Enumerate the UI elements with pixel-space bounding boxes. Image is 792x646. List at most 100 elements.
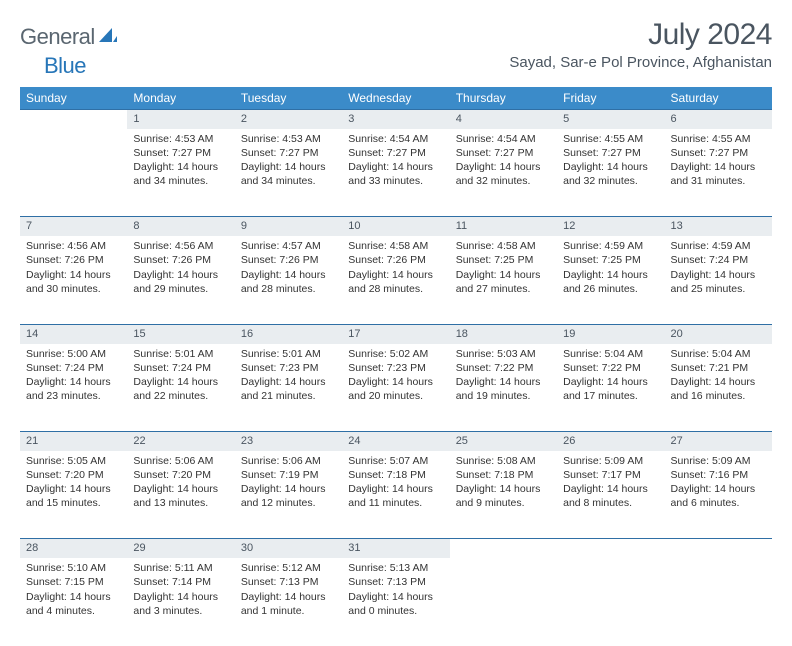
day-cell: Sunrise: 4:55 AMSunset: 7:27 PMDaylight:…	[665, 129, 772, 217]
day-number: 2	[235, 110, 342, 129]
daylight-line: Daylight: 14 hours and 27 minutes.	[456, 268, 551, 296]
sunrise-line: Sunrise: 5:11 AM	[133, 561, 228, 575]
day-number: 24	[342, 432, 449, 451]
day-cell: Sunrise: 4:58 AMSunset: 7:25 PMDaylight:…	[450, 236, 557, 324]
day-cell: Sunrise: 4:53 AMSunset: 7:27 PMDaylight:…	[127, 129, 234, 217]
day-number: 14	[20, 324, 127, 343]
sunrise-line: Sunrise: 4:53 AM	[241, 132, 336, 146]
day-number: 27	[665, 432, 772, 451]
day-number: 5	[557, 110, 664, 129]
sunrise-line: Sunrise: 4:54 AM	[456, 132, 551, 146]
day-number: 11	[450, 217, 557, 236]
sunrise-line: Sunrise: 4:59 AM	[671, 239, 766, 253]
daylight-line: Daylight: 14 hours and 9 minutes.	[456, 482, 551, 510]
sunset-line: Sunset: 7:14 PM	[133, 575, 228, 589]
day-cell: Sunrise: 4:54 AMSunset: 7:27 PMDaylight:…	[342, 129, 449, 217]
sunrise-line: Sunrise: 4:58 AM	[456, 239, 551, 253]
daylight-line: Daylight: 14 hours and 6 minutes.	[671, 482, 766, 510]
sunrise-line: Sunrise: 5:06 AM	[133, 454, 228, 468]
daylight-line: Daylight: 14 hours and 17 minutes.	[563, 375, 658, 403]
day-number: 13	[665, 217, 772, 236]
day-number: 15	[127, 324, 234, 343]
sunset-line: Sunset: 7:24 PM	[26, 361, 121, 375]
day-cell: Sunrise: 4:58 AMSunset: 7:26 PMDaylight:…	[342, 236, 449, 324]
day-number	[20, 110, 127, 129]
daylight-line: Daylight: 14 hours and 34 minutes.	[241, 160, 336, 188]
weekday-header: Friday	[557, 87, 664, 110]
sunset-line: Sunset: 7:24 PM	[671, 253, 766, 267]
daynum-row: 28293031	[20, 539, 772, 558]
sunrise-line: Sunrise: 4:55 AM	[671, 132, 766, 146]
sunrise-line: Sunrise: 5:03 AM	[456, 347, 551, 361]
daylight-line: Daylight: 14 hours and 11 minutes.	[348, 482, 443, 510]
daynum-row: 123456	[20, 110, 772, 129]
sunrise-line: Sunrise: 4:57 AM	[241, 239, 336, 253]
daylight-line: Daylight: 14 hours and 29 minutes.	[133, 268, 228, 296]
day-number: 26	[557, 432, 664, 451]
sunset-line: Sunset: 7:26 PM	[26, 253, 121, 267]
day-cell: Sunrise: 5:02 AMSunset: 7:23 PMDaylight:…	[342, 344, 449, 432]
sunrise-line: Sunrise: 4:53 AM	[133, 132, 228, 146]
weekday-header: Monday	[127, 87, 234, 110]
daylight-line: Daylight: 14 hours and 0 minutes.	[348, 590, 443, 618]
sunset-line: Sunset: 7:20 PM	[26, 468, 121, 482]
sunrise-line: Sunrise: 5:07 AM	[348, 454, 443, 468]
day-cell: Sunrise: 4:56 AMSunset: 7:26 PMDaylight:…	[20, 236, 127, 324]
sunrise-line: Sunrise: 5:08 AM	[456, 454, 551, 468]
sunset-line: Sunset: 7:22 PM	[563, 361, 658, 375]
daylight-line: Daylight: 14 hours and 32 minutes.	[456, 160, 551, 188]
day-cell: Sunrise: 5:09 AMSunset: 7:16 PMDaylight:…	[665, 451, 772, 539]
daynum-row: 21222324252627	[20, 432, 772, 451]
day-cell	[20, 129, 127, 217]
sunset-line: Sunset: 7:26 PM	[133, 253, 228, 267]
sunset-line: Sunset: 7:26 PM	[241, 253, 336, 267]
day-cell: Sunrise: 5:07 AMSunset: 7:18 PMDaylight:…	[342, 451, 449, 539]
daylight-line: Daylight: 14 hours and 30 minutes.	[26, 268, 121, 296]
day-number: 19	[557, 324, 664, 343]
day-cell: Sunrise: 4:57 AMSunset: 7:26 PMDaylight:…	[235, 236, 342, 324]
day-number: 6	[665, 110, 772, 129]
sunrise-line: Sunrise: 4:54 AM	[348, 132, 443, 146]
weekday-header: Wednesday	[342, 87, 449, 110]
weekday-header-row: SundayMondayTuesdayWednesdayThursdayFrid…	[20, 87, 772, 110]
daylight-line: Daylight: 14 hours and 23 minutes.	[26, 375, 121, 403]
daylight-line: Daylight: 14 hours and 31 minutes.	[671, 160, 766, 188]
day-number	[557, 539, 664, 558]
daylight-line: Daylight: 14 hours and 28 minutes.	[241, 268, 336, 296]
sunset-line: Sunset: 7:25 PM	[456, 253, 551, 267]
daylight-line: Daylight: 14 hours and 12 minutes.	[241, 482, 336, 510]
sunrise-line: Sunrise: 5:00 AM	[26, 347, 121, 361]
day-cell: Sunrise: 4:54 AMSunset: 7:27 PMDaylight:…	[450, 129, 557, 217]
sunrise-line: Sunrise: 5:06 AM	[241, 454, 336, 468]
day-number: 28	[20, 539, 127, 558]
day-cell: Sunrise: 4:53 AMSunset: 7:27 PMDaylight:…	[235, 129, 342, 217]
day-cell	[665, 558, 772, 646]
sunset-line: Sunset: 7:27 PM	[671, 146, 766, 160]
day-cell: Sunrise: 5:06 AMSunset: 7:20 PMDaylight:…	[127, 451, 234, 539]
day-number: 25	[450, 432, 557, 451]
day-number: 21	[20, 432, 127, 451]
weekday-header: Thursday	[450, 87, 557, 110]
sunset-line: Sunset: 7:16 PM	[671, 468, 766, 482]
sunrise-line: Sunrise: 5:09 AM	[563, 454, 658, 468]
day-number	[665, 539, 772, 558]
day-number: 16	[235, 324, 342, 343]
page-title: July 2024	[509, 18, 772, 52]
sunset-line: Sunset: 7:23 PM	[348, 361, 443, 375]
day-number: 31	[342, 539, 449, 558]
sunset-line: Sunset: 7:23 PM	[241, 361, 336, 375]
sunset-line: Sunset: 7:27 PM	[241, 146, 336, 160]
sunset-line: Sunset: 7:27 PM	[133, 146, 228, 160]
sunset-line: Sunset: 7:24 PM	[133, 361, 228, 375]
sunrise-line: Sunrise: 4:56 AM	[133, 239, 228, 253]
daylight-line: Daylight: 14 hours and 4 minutes.	[26, 590, 121, 618]
day-number: 8	[127, 217, 234, 236]
day-number: 18	[450, 324, 557, 343]
sunset-line: Sunset: 7:19 PM	[241, 468, 336, 482]
sunrise-line: Sunrise: 4:59 AM	[563, 239, 658, 253]
logo-text-gray: General	[20, 24, 95, 50]
sunrise-line: Sunrise: 5:01 AM	[241, 347, 336, 361]
day-number	[450, 539, 557, 558]
day-cell: Sunrise: 5:01 AMSunset: 7:24 PMDaylight:…	[127, 344, 234, 432]
sunset-line: Sunset: 7:13 PM	[348, 575, 443, 589]
